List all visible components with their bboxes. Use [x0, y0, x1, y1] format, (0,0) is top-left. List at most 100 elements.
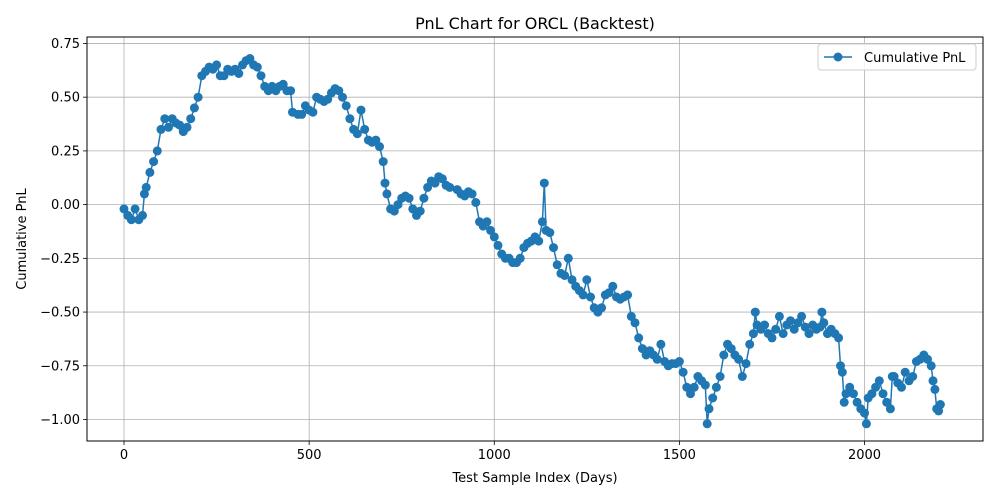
- chart-title: PnL Chart for ORCL (Backtest): [415, 14, 655, 33]
- data-point: [926, 361, 936, 371]
- data-point: [689, 382, 699, 392]
- data-point: [750, 307, 760, 317]
- data-point: [719, 350, 729, 360]
- data-point: [700, 380, 710, 390]
- data-point: [256, 71, 266, 81]
- y-tick-label: −0.25: [40, 252, 80, 267]
- data-point: [130, 204, 140, 214]
- x-tick-label: 1000: [478, 448, 511, 463]
- data-point: [734, 354, 744, 364]
- data-point: [745, 339, 755, 349]
- data-point: [308, 107, 318, 117]
- y-tick-label: 0.00: [51, 198, 80, 213]
- data-point: [360, 124, 370, 134]
- y-axis-ticks: −1.00 −0.75 −0.50 −0.25 0.00 0.25 0.50 0.75: [40, 37, 87, 428]
- data-point: [545, 228, 555, 238]
- data-point: [186, 114, 196, 124]
- series-cumulative-pnl: [119, 54, 945, 429]
- data-point: [375, 142, 384, 152]
- y-axis-title: Cumulative PnL: [15, 188, 30, 290]
- data-point: [767, 333, 777, 343]
- data-point: [212, 60, 222, 70]
- y-tick-label: −0.75: [40, 359, 80, 374]
- data-point: [234, 69, 244, 78]
- data-point: [678, 367, 688, 377]
- data-point: [837, 367, 847, 377]
- x-axis-ticks: 0 500 1000 1500 2000: [120, 441, 881, 463]
- data-point: [341, 101, 351, 111]
- data-point: [160, 114, 170, 124]
- data-point: [774, 311, 784, 321]
- data-point: [897, 382, 906, 392]
- data-point: [297, 109, 307, 119]
- data-point: [356, 105, 366, 115]
- data-point: [623, 290, 633, 300]
- data-point: [715, 372, 725, 381]
- data-point: [404, 193, 414, 203]
- data-point: [149, 157, 159, 167]
- y-tick-label: −0.50: [40, 306, 80, 321]
- data-point: [164, 122, 173, 132]
- x-tick-label: 1500: [663, 448, 696, 463]
- legend-box: [817, 43, 977, 71]
- legend: Cumulative PnL: [817, 43, 977, 71]
- data-point: [586, 292, 595, 302]
- data-point: [182, 122, 192, 132]
- data-point: [563, 253, 573, 263]
- data-point: [552, 260, 562, 270]
- data-point: [489, 232, 499, 242]
- x-axis-title: Test Sample Index (Days): [451, 471, 617, 486]
- data-point: [252, 62, 262, 72]
- data-point: [597, 303, 607, 313]
- data-point: [778, 329, 788, 339]
- y-tick-label: −1.00: [40, 413, 80, 428]
- data-point: [380, 178, 390, 188]
- data-point: [534, 236, 544, 246]
- data-point: [737, 372, 747, 381]
- data-point: [126, 215, 136, 225]
- data-point: [378, 157, 388, 167]
- data-point: [141, 182, 151, 192]
- data-point: [493, 240, 503, 250]
- data-point: [885, 404, 895, 414]
- data-point: [156, 124, 166, 134]
- x-tick-label: 0: [120, 448, 128, 463]
- data-point: [193, 92, 203, 102]
- data-point: [656, 339, 666, 349]
- data-point: [711, 382, 721, 392]
- data-point: [928, 376, 938, 386]
- legend-label: Cumulative PnL: [864, 51, 966, 66]
- x-tick-label: 2000: [848, 448, 881, 463]
- plot-frame: [86, 36, 984, 442]
- data-point: [935, 400, 945, 409]
- data-point: [286, 86, 296, 96]
- data-point: [338, 92, 347, 102]
- data-point: [467, 189, 477, 199]
- data-point: [861, 419, 871, 429]
- data-point: [874, 376, 884, 386]
- data-point: [345, 114, 355, 124]
- data-point: [138, 210, 147, 220]
- data-point: [582, 275, 592, 285]
- data-point: [702, 419, 712, 429]
- data-point: [630, 318, 640, 328]
- data-point: [771, 324, 781, 334]
- data-point: [708, 393, 718, 403]
- data-point: [445, 182, 455, 192]
- data-point: [804, 329, 814, 339]
- y-tick-label: 0.25: [51, 144, 80, 159]
- data-point: [608, 281, 618, 291]
- data-point: [860, 408, 869, 418]
- data-point: [419, 193, 429, 203]
- data-point: [900, 367, 910, 377]
- data-point: [634, 333, 644, 343]
- data-point: [539, 178, 549, 188]
- data-point: [819, 318, 829, 328]
- legend-marker-swatch: [833, 52, 843, 62]
- x-tick-label: 500: [297, 448, 322, 463]
- data-point: [549, 243, 558, 253]
- data-point: [834, 333, 844, 343]
- data-point: [704, 404, 714, 414]
- data-point: [382, 189, 392, 199]
